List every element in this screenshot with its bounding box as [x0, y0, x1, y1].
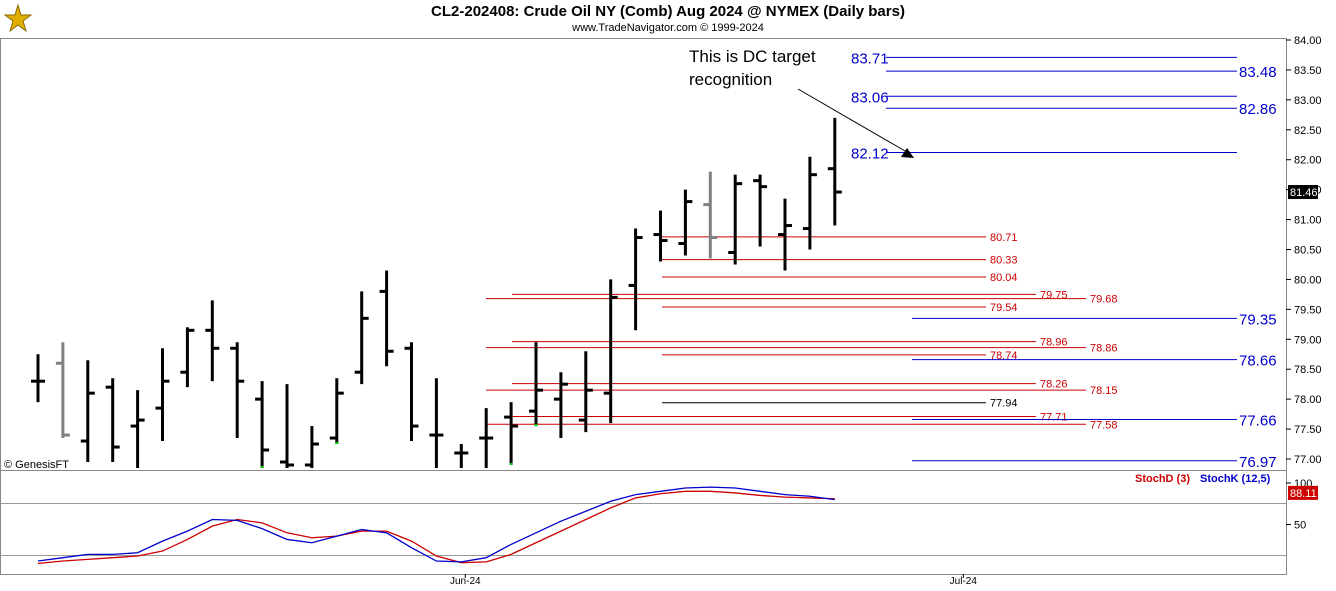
stoch-legend-label: StochD (3) — [1135, 473, 1190, 485]
level-label: 78.86 — [1090, 343, 1118, 355]
level-label: 76.97 — [1239, 454, 1277, 471]
level-label: 83.71 — [851, 50, 889, 67]
price-tick-label: 77.50 — [1294, 424, 1322, 436]
price-tick-label: 82.50 — [1294, 125, 1322, 137]
level-label: 82.12 — [851, 146, 889, 163]
level-label: 79.54 — [990, 302, 1018, 314]
genesis-watermark: © GenesisFT — [4, 459, 69, 471]
price-tick-label: 79.50 — [1294, 304, 1322, 316]
level-label: 77.58 — [1090, 419, 1118, 431]
price-tick-label: 80.50 — [1294, 245, 1322, 257]
stoch-tick-label: 50 — [1294, 520, 1306, 532]
chart-header: CL2-202408: Crude Oil NY (Comb) Aug 2024… — [0, 0, 1336, 38]
price-tick-label: 81.00 — [1294, 215, 1322, 227]
price-tick-label: 78.00 — [1294, 394, 1322, 406]
price-tick-label: 79.00 — [1294, 334, 1322, 346]
annotation-arrowhead — [901, 148, 914, 158]
level-label: 80.71 — [990, 232, 1018, 244]
trade-navigator-logo-icon — [3, 3, 33, 33]
level-label: 79.68 — [1090, 294, 1118, 306]
level-label: 78.15 — [1090, 385, 1118, 397]
dc-target-levels: 83.71 83.48 83.06 82.86 82.12 80.71 80.33 80.04… — [486, 50, 1277, 471]
stoch-line — [37, 486, 835, 563]
level-label: 78.74 — [990, 350, 1018, 362]
date-tick-label: Jun-24 — [450, 576, 481, 587]
level-label: 77.66 — [1239, 412, 1277, 429]
price-tick-label: 80.00 — [1294, 274, 1322, 286]
annotation-line-1: This is DC target — [689, 47, 816, 66]
stoch-legend-label: StochK (12,5) — [1200, 473, 1271, 485]
level-label: 83.48 — [1239, 64, 1277, 81]
level-label: 80.04 — [990, 272, 1018, 284]
level-label: 79.35 — [1239, 311, 1277, 328]
annotation-arrow-line — [797, 88, 906, 152]
chart-subtitle: www.TradeNavigator.com © 1999-2024 — [572, 22, 764, 34]
date-axis: Jun-24 Jul-24 — [450, 574, 977, 587]
ohlc-bars — [31, 117, 842, 468]
price-tick-label: 78.50 — [1294, 364, 1322, 376]
price-panel-frame — [0, 38, 1287, 471]
chart-title: CL2-202408: Crude Oil NY (Comb) Aug 2024… — [431, 3, 905, 20]
stoch-line — [37, 490, 835, 565]
price-tick-label: 82.00 — [1294, 155, 1322, 167]
level-label: 80.33 — [990, 255, 1018, 267]
level-label: 83.06 — [851, 89, 889, 106]
level-label: 77.71 — [1040, 412, 1068, 424]
level-label: 78.96 — [1040, 337, 1068, 349]
stoch-last-box — [1288, 485, 1318, 500]
price-tick-label: 83.00 — [1294, 95, 1322, 107]
level-label: 79.75 — [1040, 289, 1068, 301]
level-label: 78.66 — [1239, 353, 1277, 370]
price-tick-label: 83.50 — [1294, 65, 1322, 77]
annotation-line-2: recognition — [689, 70, 772, 89]
price-tick-label: 77.00 — [1294, 454, 1322, 466]
level-label: 77.94 — [990, 398, 1018, 410]
level-label: 78.26 — [1040, 379, 1068, 391]
last-price-box — [1288, 185, 1318, 200]
price-tick-label: 84.00 — [1294, 35, 1322, 47]
stoch-last-label: 88.11 — [1290, 488, 1317, 500]
stoch-panel-frame — [0, 470, 1287, 575]
last-price-label: 81.46 — [1290, 187, 1318, 199]
date-tick-label: Jul-24 — [950, 576, 978, 587]
price-axis: 84.0083.5083.0082.5082.0081.5081.0080.50… — [1286, 35, 1322, 466]
level-label: 82.86 — [1239, 101, 1277, 118]
